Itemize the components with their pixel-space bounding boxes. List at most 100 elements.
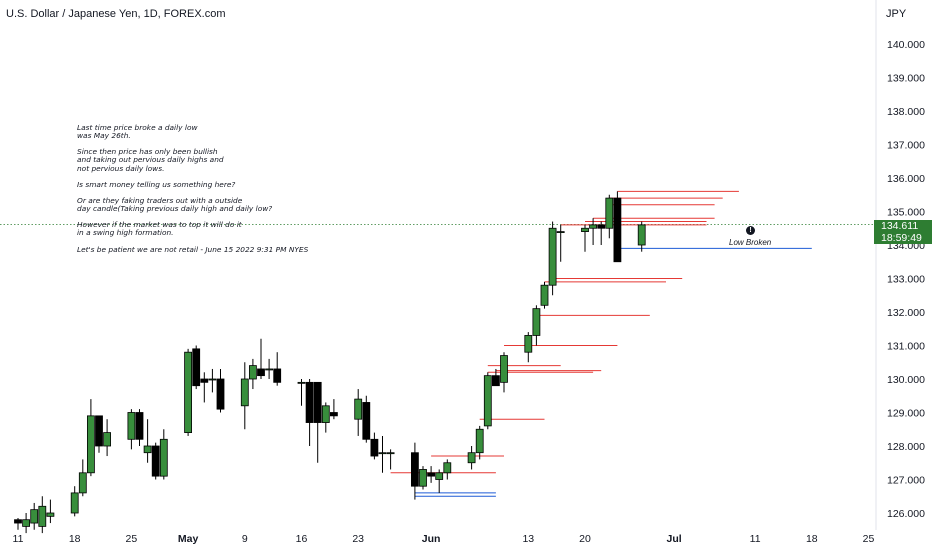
x-tick-label: 25 — [126, 533, 138, 545]
y-tick-label: 129.000 — [887, 408, 925, 420]
analysis-note: Last time price broke a daily low was May… — [77, 116, 407, 262]
candle-down — [313, 381, 322, 423]
candle-up — [143, 445, 152, 454]
candle-down — [14, 519, 22, 524]
x-tick-label: 23 — [352, 533, 364, 545]
candle-down — [257, 368, 265, 377]
candle-down — [216, 378, 225, 410]
x-tick-label: Jun — [422, 533, 441, 545]
x-tick-label: 11 — [750, 533, 761, 545]
candle-up — [321, 405, 330, 423]
candle-up — [184, 351, 193, 434]
candle-up — [297, 381, 306, 384]
candle-down — [192, 348, 201, 387]
x-tick-label: May — [178, 533, 199, 545]
candle-up — [265, 368, 274, 371]
bar-countdown: 18:59:49 — [881, 231, 922, 244]
candle-up — [475, 428, 484, 454]
candle-up — [540, 284, 549, 306]
x-tick-label: 25 — [863, 533, 875, 545]
candle-up — [435, 472, 444, 480]
y-tick-label: 139.000 — [887, 73, 925, 85]
candle-down — [491, 375, 500, 387]
candle-down — [613, 197, 622, 263]
candle-down — [329, 412, 338, 417]
candle-down — [305, 381, 314, 423]
candle-up — [556, 231, 565, 234]
candle-down — [410, 452, 419, 487]
x-tick-label: 18 — [69, 533, 81, 545]
note-line: Since then price has only been bullish — [77, 147, 218, 157]
candle-down — [95, 415, 103, 447]
candle-up — [87, 415, 95, 474]
currency-label: JPY — [886, 8, 907, 20]
y-tick-label: 127.000 — [887, 475, 925, 487]
y-tick-label: 130.000 — [887, 374, 925, 386]
note-line: However if the market was to top it will… — [77, 220, 242, 230]
note-line: Last time price broke a daily low — [77, 123, 198, 133]
y-tick-label: 140.000 — [887, 39, 925, 51]
y-tick-label: 132.000 — [887, 307, 925, 319]
last-price-tag: 134.611 18:59:49 — [874, 220, 932, 244]
y-tick-label: 128.000 — [887, 441, 925, 453]
candle-down — [597, 224, 606, 229]
candle-up — [637, 224, 646, 246]
candle-up — [127, 412, 136, 440]
candle-up — [483, 375, 492, 427]
x-tick-label: 13 — [522, 533, 534, 545]
candle-up — [500, 355, 508, 383]
candle-up — [589, 224, 597, 229]
candle-up — [419, 469, 427, 487]
candle-up — [22, 519, 31, 527]
candle-up — [378, 452, 387, 455]
candle-down — [362, 402, 371, 440]
candle-up — [46, 512, 55, 517]
info-icon[interactable]: ! — [746, 226, 755, 235]
candle-down — [151, 445, 160, 477]
candle-up — [30, 509, 39, 524]
candle-up — [240, 378, 249, 407]
y-tick-label: 136.000 — [887, 173, 925, 185]
y-tick-label: 135.000 — [887, 207, 925, 219]
candle-up — [103, 432, 111, 447]
x-tick-label: 9 — [242, 533, 248, 545]
x-tick-label: 11 — [13, 533, 24, 545]
candle-up — [38, 505, 47, 527]
candle-up — [532, 308, 541, 336]
candle-up — [548, 227, 557, 286]
note-line: in a swing high formation. — [77, 228, 174, 238]
candle-up — [248, 365, 257, 380]
note-line: Is smart money telling us something here… — [77, 179, 236, 189]
candle-up — [386, 452, 395, 455]
candle-down — [427, 472, 436, 477]
candle-down — [135, 412, 144, 440]
candle-up — [524, 335, 533, 353]
x-tick-label: 20 — [579, 533, 591, 545]
y-tick-label: 131.000 — [887, 341, 925, 353]
candle-up — [354, 398, 363, 420]
x-tick-label: 18 — [806, 533, 818, 545]
note-line: Let's be patient we are not retail - Jun… — [77, 244, 309, 254]
low-broken-label: Low Broken — [729, 238, 772, 247]
x-tick-label: Jul — [667, 533, 682, 545]
candle-up — [208, 378, 217, 381]
candle-up — [605, 197, 614, 229]
x-tick-label: 16 — [296, 533, 308, 545]
y-tick-label: 133.000 — [887, 274, 925, 286]
candle-down — [370, 438, 379, 457]
note-line: was May 26th. — [77, 131, 131, 141]
last-price-value: 134.611 — [881, 220, 919, 232]
candle-down — [200, 378, 209, 383]
candle-up — [443, 462, 452, 474]
note-line: not pervious daily lows. — [77, 163, 165, 173]
y-tick-label: 126.000 — [887, 508, 925, 520]
note-line: and taking out pervious daily highs and — [77, 155, 224, 165]
chart-title: U.S. Dollar / Japanese Yen, 1D, FOREX.co… — [6, 8, 226, 20]
candle-down — [273, 368, 282, 383]
candle-up — [159, 438, 168, 477]
candle-up — [581, 227, 589, 232]
note-line: day candle(Taking previous daily high an… — [77, 204, 273, 214]
candle-up — [70, 492, 79, 514]
y-tick-label: 137.000 — [887, 140, 925, 152]
